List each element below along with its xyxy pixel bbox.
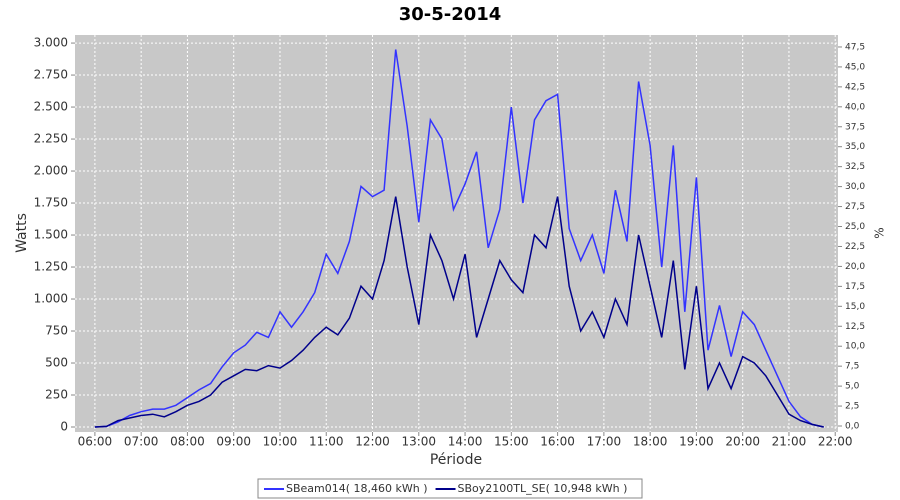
x-tick-label: 12:00	[355, 435, 390, 449]
x-axis-label: Période	[430, 452, 482, 468]
x-tick-label: 11:00	[309, 435, 344, 449]
series-line	[94, 49, 824, 428]
y-tick-label: 0	[60, 420, 68, 434]
y-tick-label: 1.750	[34, 196, 68, 210]
y2-tick-label: 20,0	[845, 262, 865, 272]
y2-tick-label: 2,5	[845, 402, 859, 412]
y-tick-label: 250	[45, 388, 68, 402]
y-axis-label: Watts	[14, 213, 30, 253]
y2-tick-label: 37,5	[845, 122, 865, 132]
chart-title: 30-5-2014	[399, 4, 502, 25]
y2-tick-label: 25,0	[845, 222, 865, 232]
y2-tick-label: 17,5	[845, 282, 865, 292]
y2-axis-label: %	[873, 227, 887, 238]
y-tick-label: 750	[45, 324, 68, 338]
y-tick-label: 2.500	[34, 100, 68, 114]
y2-tick-label: 7,5	[845, 362, 859, 372]
x-tick-label: 13:00	[401, 435, 436, 449]
x-tick-label: 08:00	[170, 435, 205, 449]
y2-tick-label: 12,5	[845, 322, 865, 332]
y-tick-label: 2.000	[34, 164, 68, 178]
y2-tick-label: 30,0	[845, 182, 865, 192]
y-tick-label: 500	[45, 356, 68, 370]
x-tick-label: 21:00	[772, 435, 807, 449]
y2-tick-label: 40,0	[845, 102, 865, 112]
x-tick-label: 15:00	[494, 435, 529, 449]
y2-tick-label: 47,5	[845, 42, 865, 52]
y-tick-label: 2.750	[34, 68, 68, 82]
x-tick-label: 09:00	[216, 435, 251, 449]
y2-tick-label: 45,0	[845, 62, 865, 72]
y2-tick-label: 35,0	[845, 142, 865, 152]
y2-tick-label: 22,5	[845, 242, 865, 252]
y-tick-label: 3.000	[34, 36, 68, 50]
x-tick-label: 07:00	[124, 435, 159, 449]
legend-label: SBoy2100TL_SE( 10,948 kWh )	[458, 482, 628, 495]
x-tick-label: 18:00	[633, 435, 668, 449]
x-tick-label: 14:00	[448, 435, 483, 449]
y-tick-label: 1.500	[34, 228, 68, 242]
y-tick-label: 2.250	[34, 132, 68, 146]
x-tick-label: 06:00	[78, 435, 113, 449]
y2-tick-label: 0,0	[845, 422, 860, 432]
y2-tick-label: 10,0	[845, 342, 865, 352]
x-tick-label: 20:00	[725, 435, 760, 449]
x-tick-label: 19:00	[679, 435, 714, 449]
x-tick-label: 17:00	[587, 435, 622, 449]
x-tick-label: 16:00	[540, 435, 575, 449]
y2-tick-label: 32,5	[845, 162, 865, 172]
y2-tick-label: 15,0	[845, 302, 865, 312]
y-tick-label: 1.000	[34, 292, 68, 306]
x-tick-label: 10:00	[263, 435, 298, 449]
y-tick-label: 1.250	[34, 260, 68, 274]
series-line	[94, 196, 824, 428]
y2-tick-label: 42,5	[845, 82, 865, 92]
y2-tick-label: 5,0	[845, 382, 860, 392]
y2-tick-label: 27,5	[845, 202, 865, 212]
x-tick-label: 22:00	[818, 435, 853, 449]
plot-area	[75, 35, 838, 432]
legend-label: SBeam014( 18,460 kWh )	[286, 482, 428, 495]
